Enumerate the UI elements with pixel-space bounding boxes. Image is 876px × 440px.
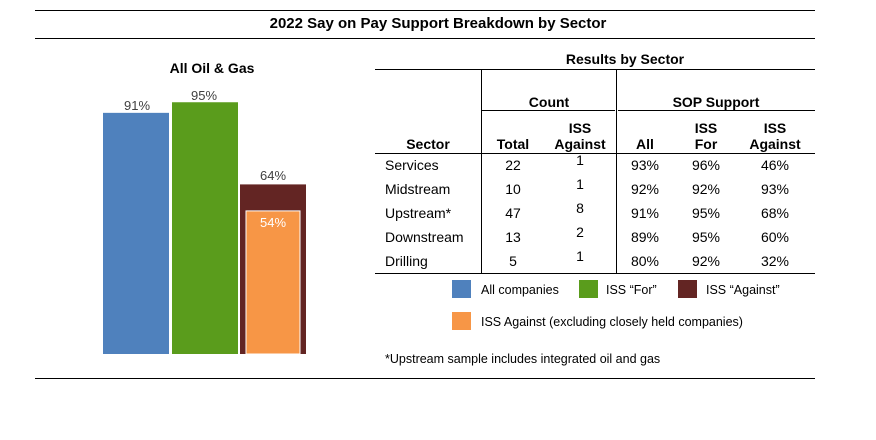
legend-swatch-iss-against-excl [452, 312, 471, 330]
col-header-iss-for-2: For [694, 136, 718, 152]
col-header-iss-for-1: ISS [694, 120, 718, 136]
bottom-rule [35, 378, 815, 379]
table-cell-all: 89% [630, 229, 660, 245]
table-cell-sector: Downstream [385, 229, 464, 245]
table-cell-sop-iss-against: 68% [760, 205, 790, 221]
table-cell-iss-against: 1 [576, 176, 584, 192]
col-header-sop-iss-against-1: ISS [763, 120, 787, 136]
table-cell-sop-iss-against: 46% [760, 157, 790, 173]
chart-title: All Oil & Gas [169, 60, 255, 76]
table-cell-iss-against: 2 [576, 224, 584, 240]
col-header-total: Total [496, 136, 530, 152]
table-cell-sop-iss-against: 60% [760, 229, 790, 245]
bar-value-label: 64% [260, 168, 286, 183]
sop-group-rule [618, 110, 815, 111]
table-cell-sop-iss-against: 32% [760, 253, 790, 269]
legend-swatch-iss-for [579, 280, 598, 298]
table-cell-sector: Midstream [385, 181, 451, 197]
header-bottom-rule [375, 153, 815, 154]
col-header-iss-against-2: Against [554, 136, 606, 152]
table-title: Results by Sector [565, 51, 685, 67]
col-header-iss-against-1: ISS [568, 120, 592, 136]
table-cell-iss-for: 95% [691, 205, 721, 221]
table-cell-sector: Drilling [385, 253, 428, 269]
table-cell-iss-against: 1 [576, 152, 584, 168]
bar-iss-for [172, 102, 238, 354]
sop-group-header: SOP Support [672, 94, 760, 110]
table-cell-total: 10 [505, 181, 521, 197]
bar-value-label: 91% [124, 98, 150, 113]
title-rule [35, 38, 815, 39]
bar-all-companies [103, 112, 169, 354]
count-group-rule [482, 110, 615, 111]
table-cell-iss-for: 92% [691, 181, 721, 197]
legend-label-iss-against: ISS “Against” [706, 283, 780, 297]
table-title-rule [375, 69, 815, 70]
table-cell-total: 13 [505, 229, 521, 245]
table-cell-iss-against: 1 [576, 248, 584, 264]
legend-swatch-all [452, 280, 471, 298]
top-rule [35, 10, 815, 11]
table-cell-sector: Upstream* [385, 205, 452, 221]
table-bottom-rule [375, 273, 815, 274]
col-header-sop-iss-against-2: Against [749, 136, 801, 152]
table-cell-total: 5 [509, 253, 517, 269]
count-group-header: Count [528, 94, 570, 110]
table-cell-all: 92% [630, 181, 660, 197]
table-cell-total: 22 [505, 157, 521, 173]
table-cell-sop-iss-against: 93% [760, 181, 790, 197]
bar-iss-against-excluding-closely-held [245, 210, 301, 355]
table-cell-iss-for: 92% [691, 253, 721, 269]
bar-value-label: 95% [191, 88, 217, 103]
col-header-sector: Sector [406, 136, 450, 152]
legend-label-all: All companies [481, 283, 559, 297]
legend-swatch-iss-against [678, 280, 697, 298]
legend-label-iss-for: ISS “For” [606, 283, 657, 297]
table-cell-sector: Services [385, 157, 439, 173]
table-cell-all: 80% [630, 253, 660, 269]
bar-value-label-overlay: 54% [260, 215, 286, 230]
col-header-all: All [636, 136, 654, 152]
table-cell-iss-for: 95% [691, 229, 721, 245]
table-cell-all: 91% [630, 205, 660, 221]
table-cell-all: 93% [630, 157, 660, 173]
legend-label-iss-against-excl: ISS Against (excluding closely held comp… [481, 315, 743, 329]
footnote: *Upstream sample includes integrated oil… [385, 352, 661, 366]
vrule-right [616, 69, 617, 273]
table-cell-iss-against: 8 [576, 200, 584, 216]
table-cell-iss-for: 96% [691, 157, 721, 173]
vrule-left [481, 69, 482, 273]
page-title: 2022 Say on Pay Support Breakdown by Sec… [269, 15, 607, 32]
table-cell-total: 47 [505, 205, 521, 221]
